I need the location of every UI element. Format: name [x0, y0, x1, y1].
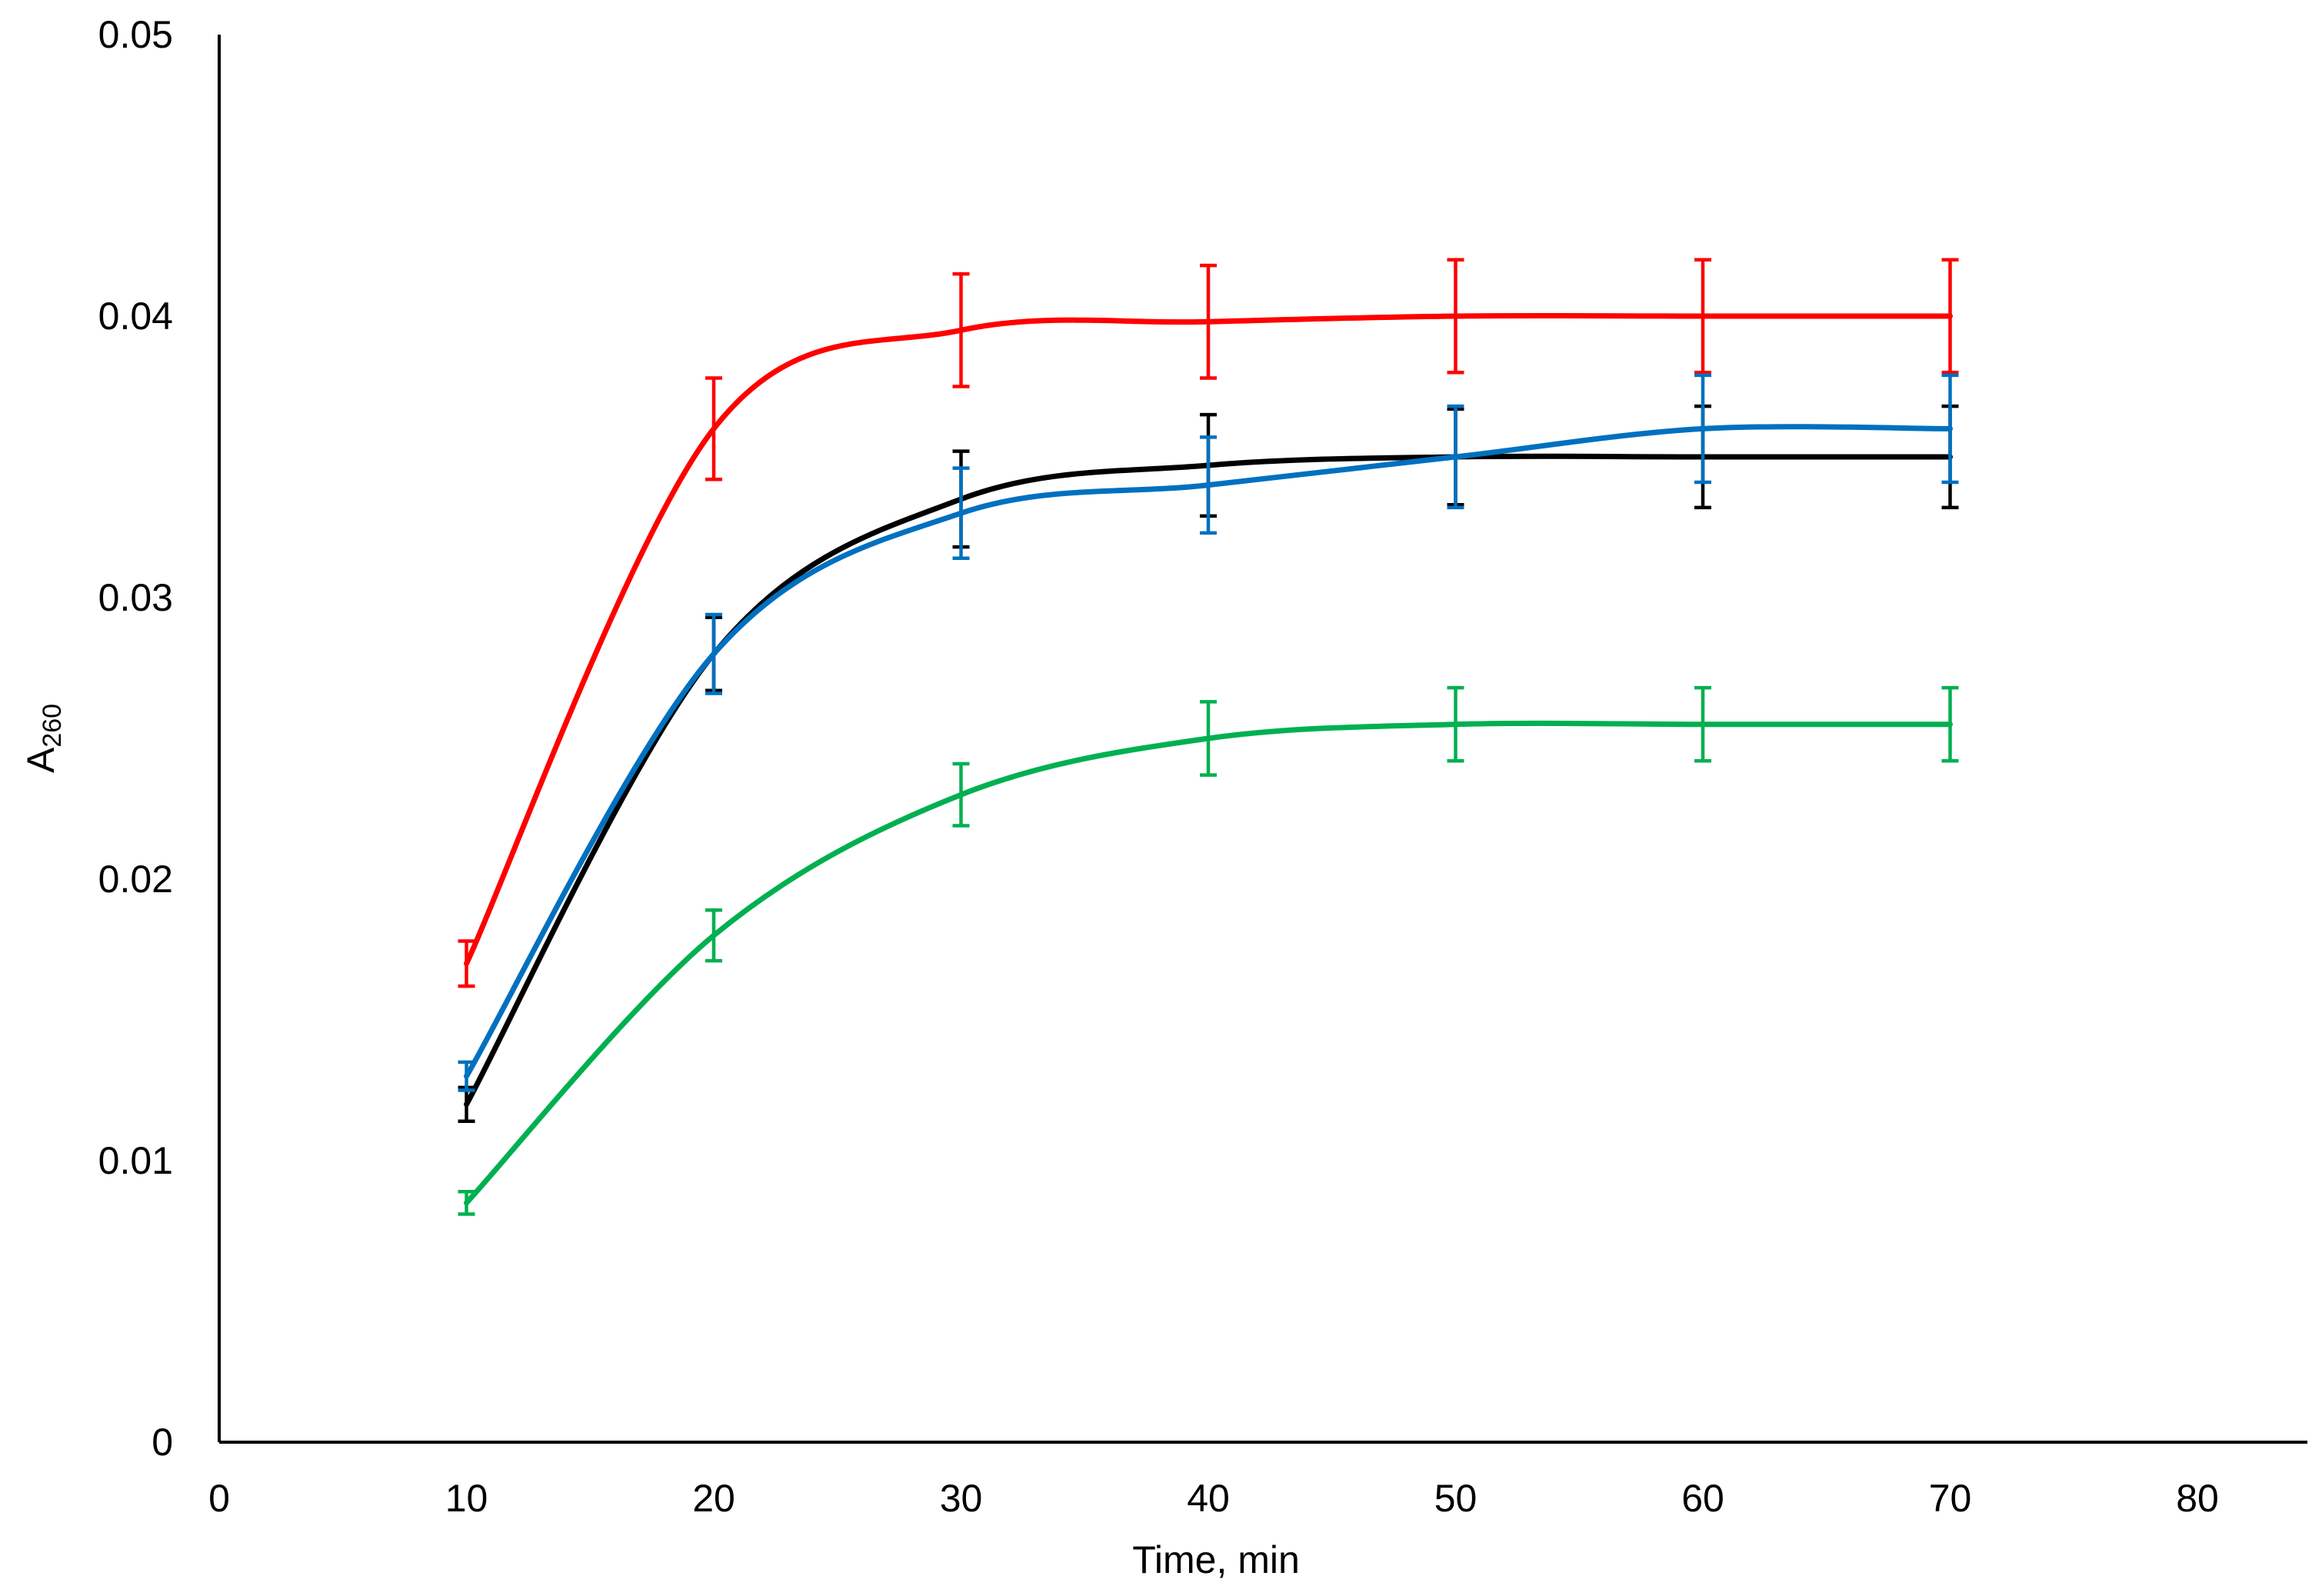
- series-layer: [458, 258, 1959, 1216]
- error-bar: [458, 1060, 475, 1092]
- x-tick-label: 20: [692, 1477, 735, 1520]
- error-bar: [1941, 685, 1959, 763]
- series-line: [464, 312, 1953, 967]
- series-0: [458, 258, 1959, 988]
- series-line: [464, 720, 1953, 1206]
- x-tick-labels: 0 10 20 30 40 50 60 70 80: [208, 1477, 2219, 1520]
- x-tick-label: 70: [1929, 1477, 1972, 1520]
- x-tick-label: 80: [2176, 1477, 2219, 1520]
- error-bar: [952, 466, 970, 561]
- series-line: [464, 453, 1953, 1108]
- y-axis-title: A260: [19, 704, 67, 773]
- x-tick-label: 50: [1434, 1477, 1477, 1520]
- error-bar: [705, 612, 722, 695]
- y-axis-title-main: A: [19, 747, 62, 773]
- error-bar: [1200, 263, 1217, 380]
- y-tick-labels: 0 0.01 0.02 0.03 0.04 0.05: [98, 13, 173, 1464]
- error-bar: [705, 908, 722, 963]
- x-tick-label: 30: [940, 1477, 983, 1520]
- error-bar: [952, 761, 970, 828]
- error-bar: [1694, 258, 1711, 375]
- x-axis-title: Time, min: [1132, 1538, 1300, 1581]
- error-bar: [1447, 258, 1464, 375]
- y-tick-label: 0.01: [98, 1139, 173, 1182]
- error-bar: [1694, 685, 1711, 763]
- x-tick-label: 10: [445, 1477, 488, 1520]
- y-tick-label: 0.04: [98, 295, 173, 338]
- x-tick-label: 40: [1187, 1477, 1230, 1520]
- error-bar: [1941, 373, 1959, 485]
- error-bar: [458, 939, 475, 988]
- x-tick-label: 0: [208, 1477, 230, 1520]
- error-bar: [458, 1190, 475, 1216]
- error-bar: [1694, 373, 1711, 485]
- error-bar: [1200, 435, 1217, 535]
- series-2: [458, 373, 1959, 1092]
- y-tick-label: 0: [152, 1421, 173, 1464]
- y-tick-label: 0.03: [98, 576, 173, 619]
- series-line: [464, 424, 1953, 1079]
- y-axis-title-subscript: 260: [38, 704, 67, 748]
- series-3: [458, 685, 1959, 1216]
- y-tick-label: 0.02: [98, 858, 173, 901]
- error-bar: [1941, 258, 1959, 375]
- error-bar: [952, 272, 970, 388]
- axes: [218, 35, 2307, 1444]
- error-bar: [1447, 404, 1464, 510]
- error-bar: [705, 376, 722, 481]
- error-bar: [1200, 700, 1217, 777]
- x-tick-label: 60: [1681, 1477, 1724, 1520]
- error-bar: [1447, 685, 1464, 763]
- y-tick-label: 0.05: [98, 13, 173, 56]
